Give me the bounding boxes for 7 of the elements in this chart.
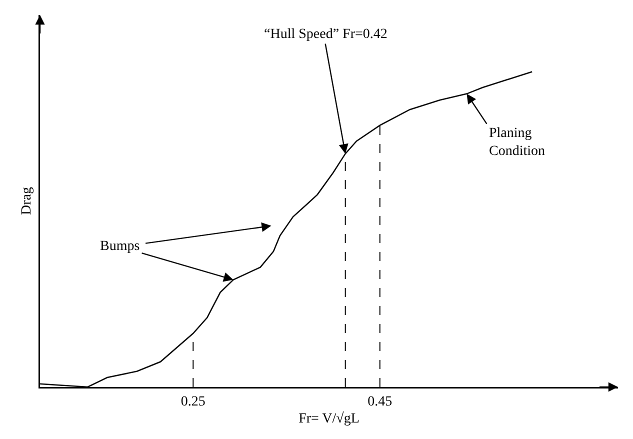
annotation: Bumps xyxy=(100,239,140,254)
x-tick-label: 0.25 xyxy=(180,394,206,410)
annotation: Planing Condition xyxy=(489,126,546,160)
x-tick-label: 0.45 xyxy=(368,394,392,410)
y-axis-title: Drag xyxy=(19,187,34,215)
x-axis-title: Fr= V/√gL xyxy=(298,410,360,426)
annotation: “Hull Speed” Fr=0.42 xyxy=(264,27,388,42)
